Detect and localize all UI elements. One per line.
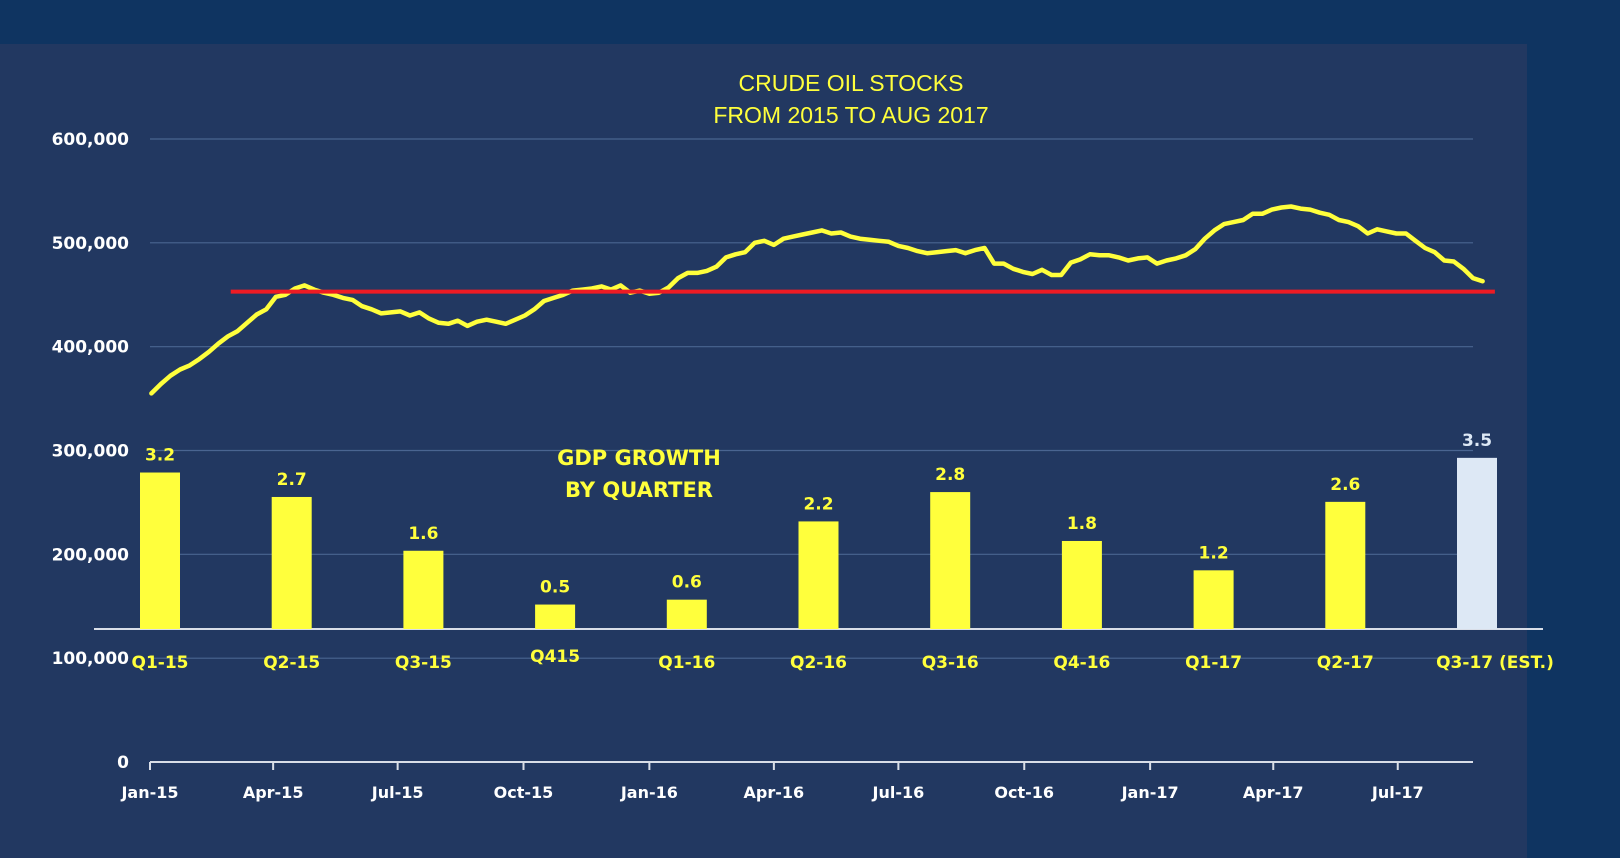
gdp-bar bbox=[1061, 540, 1102, 629]
gdp-bar bbox=[930, 492, 971, 629]
gdp-category-label: Q415 bbox=[530, 647, 580, 667]
gdp-bar bbox=[1325, 501, 1366, 629]
y-tick-label: 100,000 bbox=[52, 649, 130, 669]
x-axis-ticks: Jan-15 Apr-15 Jul-15 Oct-15 Jan-16 Apr-16 Jul-… bbox=[120, 762, 1424, 802]
gdp-bar bbox=[403, 550, 444, 629]
gdp-category-label: Q1-16 bbox=[658, 653, 715, 673]
chart-subtitle: FROM 2015 TO AUG 2017 bbox=[713, 102, 988, 128]
x-tick-label: Jul-17 bbox=[1371, 783, 1424, 802]
gdp-bar bbox=[271, 496, 312, 629]
oil-stocks-series bbox=[149, 204, 1495, 396]
gdp-bar-estimate bbox=[1457, 457, 1497, 629]
y-tick-label: 200,000 bbox=[52, 545, 130, 565]
x-tick-label: Jul-16 bbox=[872, 783, 925, 802]
gdp-bar bbox=[798, 521, 839, 629]
gdp-value-label: 2.8 bbox=[935, 465, 965, 485]
gdp-category-label: Q1-17 bbox=[1185, 653, 1242, 673]
gdp-value-label: 3.2 bbox=[145, 446, 175, 466]
x-tick-label: Oct-16 bbox=[994, 783, 1054, 802]
y-tick-label: 0 bbox=[117, 753, 129, 773]
chart-title: CRUDE OIL STOCKS bbox=[739, 70, 964, 96]
gdp-value-label: 2.7 bbox=[277, 470, 307, 490]
oil-stocks-line bbox=[149, 204, 1485, 396]
x-tick-label: Apr-16 bbox=[744, 783, 805, 802]
y-tick-label: 500,000 bbox=[52, 234, 130, 254]
y-tick-label: 600,000 bbox=[52, 130, 130, 150]
gdp-bars: 3.2 Q1-15 2.7 Q2-15 1.6 Q3-15 0.5 Q415 0.6 Q1-16 2… bbox=[94, 431, 1554, 673]
gdp-subtitle: BY QUARTER bbox=[565, 478, 713, 502]
x-tick-label: Jan-16 bbox=[620, 783, 678, 802]
gdp-bar bbox=[1193, 570, 1234, 629]
gdp-title: GDP GROWTH bbox=[557, 446, 721, 470]
y-axis-ticks: 0 100,000 200,000 300,000 400,000 500,000 600,… bbox=[52, 130, 130, 773]
gdp-category-label: Q2-16 bbox=[790, 653, 847, 673]
gdp-category-label: Q2-17 bbox=[1317, 653, 1374, 673]
x-tick-label: Oct-15 bbox=[494, 783, 554, 802]
x-tick-label: Jul-15 bbox=[371, 783, 424, 802]
gdp-category-label: Q1-15 bbox=[132, 653, 189, 673]
y-tick-label: 300,000 bbox=[52, 442, 130, 462]
gdp-category-label: Q3-17 (EST.) bbox=[1436, 653, 1554, 673]
x-tick-label: Apr-15 bbox=[243, 783, 304, 802]
gdp-value-label: 1.8 bbox=[1067, 514, 1097, 534]
x-tick-label: Apr-17 bbox=[1243, 783, 1304, 802]
gdp-bar bbox=[140, 472, 180, 629]
gdp-value-label: 0.5 bbox=[540, 578, 570, 598]
gdp-value-label: 3.5 bbox=[1462, 431, 1492, 451]
gdp-category-label: Q2-15 bbox=[263, 653, 320, 673]
gdp-value-label: 2.6 bbox=[1330, 475, 1360, 495]
gdp-value-label: 0.6 bbox=[672, 573, 702, 593]
gdp-bar bbox=[666, 599, 707, 629]
y-tick-label: 400,000 bbox=[52, 338, 130, 358]
gdp-category-label: Q3-16 bbox=[922, 653, 979, 673]
gdp-bar bbox=[535, 604, 576, 629]
gdp-value-label: 2.2 bbox=[803, 494, 833, 514]
x-tick-label: Jan-15 bbox=[120, 783, 178, 802]
gdp-value-label: 1.2 bbox=[1199, 543, 1229, 563]
gdp-value-label: 1.6 bbox=[408, 524, 438, 544]
gdp-category-label: Q3-15 bbox=[395, 653, 452, 673]
x-tick-label: Jan-17 bbox=[1121, 783, 1179, 802]
gdp-category-label: Q4-16 bbox=[1053, 653, 1110, 673]
